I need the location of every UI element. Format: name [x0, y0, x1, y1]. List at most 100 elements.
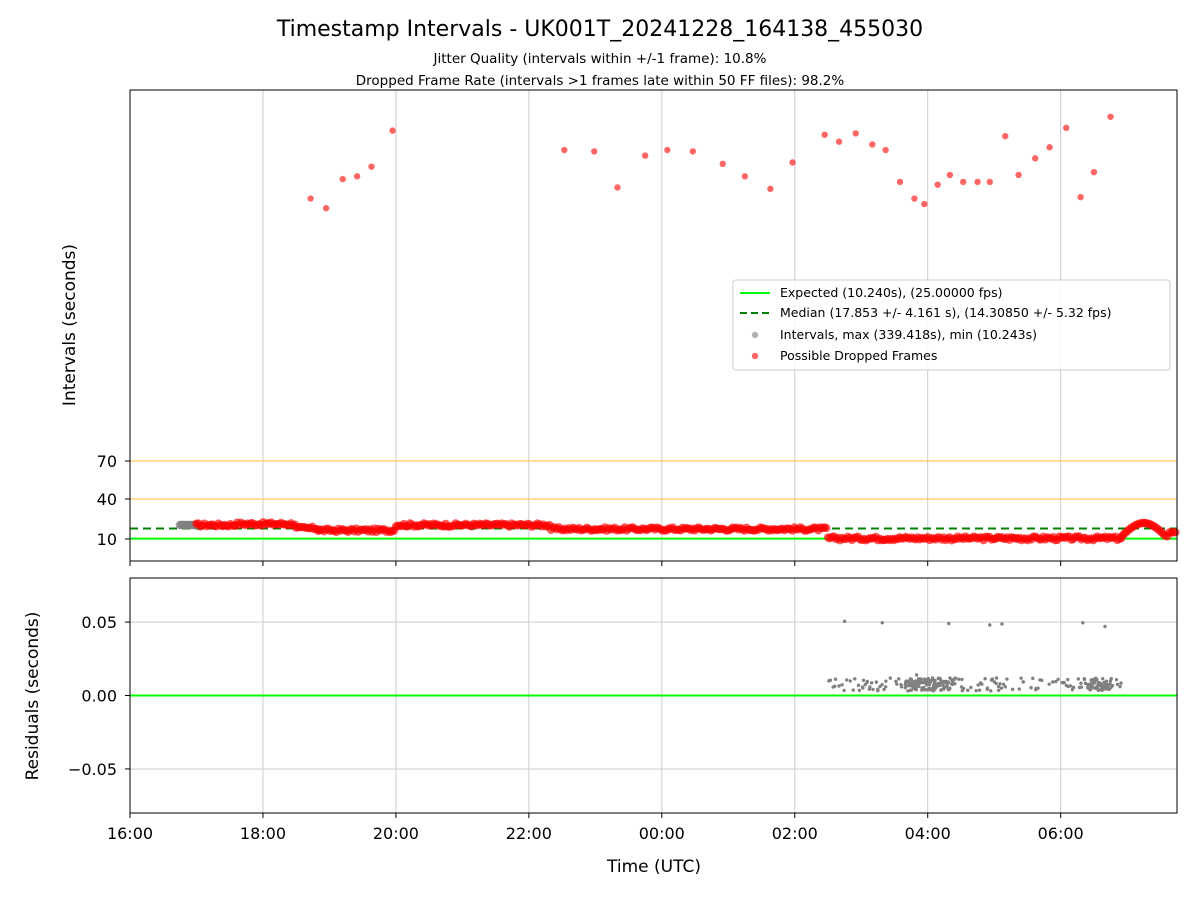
residual-point: [883, 685, 888, 689]
x-tick-label: 22:00: [506, 824, 552, 843]
dropped-frame-point: [852, 130, 859, 137]
dropped-frame-point: [322, 205, 330, 212]
residual-point: [833, 684, 837, 688]
residual-point: [925, 683, 929, 687]
residual-point: [1019, 676, 1023, 680]
residual-point: [868, 685, 872, 689]
residual-point: [1092, 680, 1097, 685]
residual-point: [909, 688, 914, 692]
residual-point: [999, 686, 1004, 690]
dropped-frame-point: [1090, 169, 1098, 176]
dropped-frame-point: [307, 195, 314, 202]
x-tick-label: 20:00: [373, 824, 419, 843]
residual-point: [911, 680, 915, 684]
dropped-frame-point: [934, 181, 941, 188]
legend-intervals-swatch: [751, 331, 759, 339]
intervals-y-axis-label: Intervals (seconds): [60, 244, 80, 406]
legend-box: [732, 279, 1171, 371]
dropped-frame-point: [561, 146, 568, 154]
chart-subtitle-dropped: Dropped Frame Rate (intervals >1 frames …: [356, 73, 845, 89]
residual-point: [985, 686, 990, 690]
residual-point: [1090, 685, 1095, 690]
residual-point: [953, 681, 957, 686]
residual-point: [1086, 683, 1090, 688]
residual-point: [869, 681, 874, 685]
legend-median-label: Median (17.853 +/- 4.161 s), (14.30850 +…: [780, 305, 1111, 320]
residual-point: [996, 684, 1001, 689]
residual-point: [899, 685, 904, 689]
residuals-marks: [827, 619, 1123, 693]
residual-point: [966, 688, 970, 693]
residual-point: [1119, 681, 1123, 685]
residual-point: [1029, 686, 1033, 690]
intervals-plot: 10 40 70 Intervals (seconds) Expected (10.…: [60, 89, 1180, 566]
residual-point: [1050, 680, 1055, 684]
dropped-frame-point: [641, 152, 649, 159]
residual-point: [833, 677, 838, 681]
dropped-frame-point: [921, 200, 928, 208]
dropped-frame-point: [719, 160, 726, 168]
dropped-frame-point: [1107, 113, 1114, 120]
residual-point: [1095, 687, 1100, 691]
residual-point: [998, 682, 1002, 686]
residual-point: [969, 685, 973, 690]
residual-point: [1086, 686, 1090, 690]
dropped-frame-point: [591, 148, 598, 155]
residual-point: [914, 684, 919, 689]
chart-title: Timestamp Intervals - UK001T_20241228_16…: [276, 17, 923, 42]
residuals-plot: −0.05 0.00 0.05 16:00 18:00 20:00 22:00 00:00 0…: [23, 577, 1178, 877]
residual-point: [1108, 679, 1113, 683]
residual-point: [1079, 681, 1083, 685]
residual-point: [914, 673, 919, 677]
residual-point: [945, 684, 949, 688]
dropped-frame-point: [689, 148, 697, 155]
x-tick-label: 04:00: [905, 824, 951, 843]
residual-point: [1076, 677, 1081, 681]
dropped-frame-point: [368, 163, 375, 170]
residual-point: [1066, 677, 1070, 682]
residual-point: [848, 679, 852, 683]
dropped-frame-point: [339, 175, 346, 183]
residuals-y-tick-label: 0.05: [81, 613, 117, 632]
dropped-frame-point: [1015, 171, 1022, 179]
residual-point: [880, 682, 884, 687]
intervals-y-tick-label: 40: [97, 490, 117, 509]
residual-point: [842, 688, 846, 693]
residual-point: [919, 677, 923, 681]
dropped-frame-point: [974, 178, 981, 186]
residual-point: [917, 684, 921, 689]
residual-point: [947, 621, 951, 626]
dropped-frame-point: [741, 173, 749, 180]
residual-point: [1118, 684, 1122, 689]
intervals-y-tick-label: 70: [97, 452, 117, 471]
residual-point: [1103, 624, 1107, 629]
dropped-frame-point: [882, 146, 889, 154]
dropped-frame-point: [353, 173, 361, 180]
residual-point: [861, 678, 866, 682]
residual-point: [1095, 678, 1099, 682]
residual-point: [897, 677, 901, 681]
residual-point: [1115, 682, 1120, 687]
residual-point: [960, 677, 964, 682]
residual-point: [837, 684, 841, 688]
residual-point: [939, 688, 943, 692]
residual-point: [840, 683, 844, 687]
residual-point: [888, 676, 892, 680]
residual-point: [1110, 683, 1115, 688]
intervals-y-tick-label: 10: [97, 530, 117, 549]
legend-expected-label: Expected (10.240s), (25.00000 fps): [780, 285, 1002, 300]
residual-point: [1068, 684, 1073, 688]
dropped-frame-point: [821, 131, 828, 138]
residual-point: [989, 689, 993, 693]
residual-point: [923, 687, 927, 692]
dropped-frame-point: [986, 178, 993, 186]
residual-point: [990, 677, 995, 681]
chart-legend: Expected (10.240s), (25.00000 fps) Media…: [732, 279, 1171, 371]
residual-point: [884, 679, 888, 683]
residuals-y-tick-label: −0.05: [68, 760, 117, 779]
x-tick-label: 18:00: [240, 824, 286, 843]
dropped-frame-point: [835, 138, 843, 145]
residual-point: [1017, 687, 1022, 691]
residuals-y-ticks: −0.05 0.00 0.05: [68, 613, 130, 779]
